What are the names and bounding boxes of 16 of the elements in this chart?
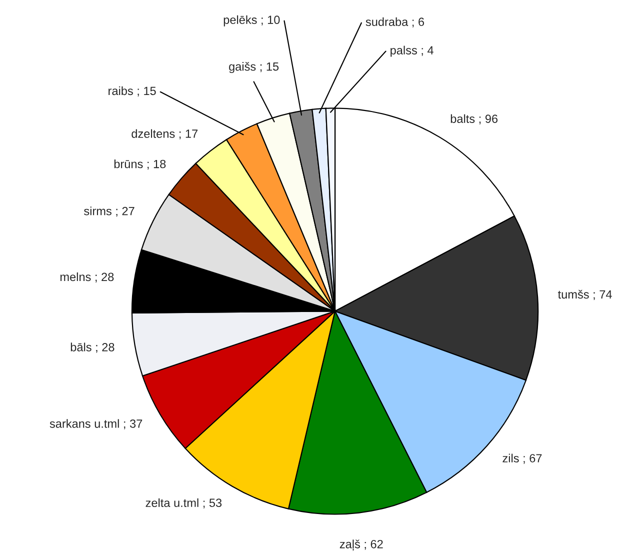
- slice-label: tumšs ; 74: [558, 290, 612, 300]
- slice-label: zelta u.tml ; 53: [146, 498, 222, 508]
- slice-label: balts ; 96: [450, 114, 498, 124]
- slice-label: gaišs ; 15: [229, 62, 279, 74]
- slice-label: sirms ; 27: [84, 206, 134, 217]
- slice-label: palss ; 4: [390, 46, 434, 57]
- slice-label: zils ; 67: [502, 454, 542, 464]
- slice-label: dzeltens ; 17: [132, 129, 198, 140]
- slice-label: brūns ; 18: [114, 160, 166, 170]
- slice-label: zaļš ; 62: [340, 540, 383, 551]
- slice-label: sarkans u.tml ; 37: [50, 419, 142, 430]
- slice-label: melns ; 28: [60, 272, 114, 282]
- slice-label: bāls ; 28: [70, 342, 114, 353]
- slice-label: sudraba ; 6: [366, 17, 424, 28]
- slice-label: pelēks ; 10: [224, 15, 280, 26]
- slice-label: raibs ; 15: [108, 86, 156, 96]
